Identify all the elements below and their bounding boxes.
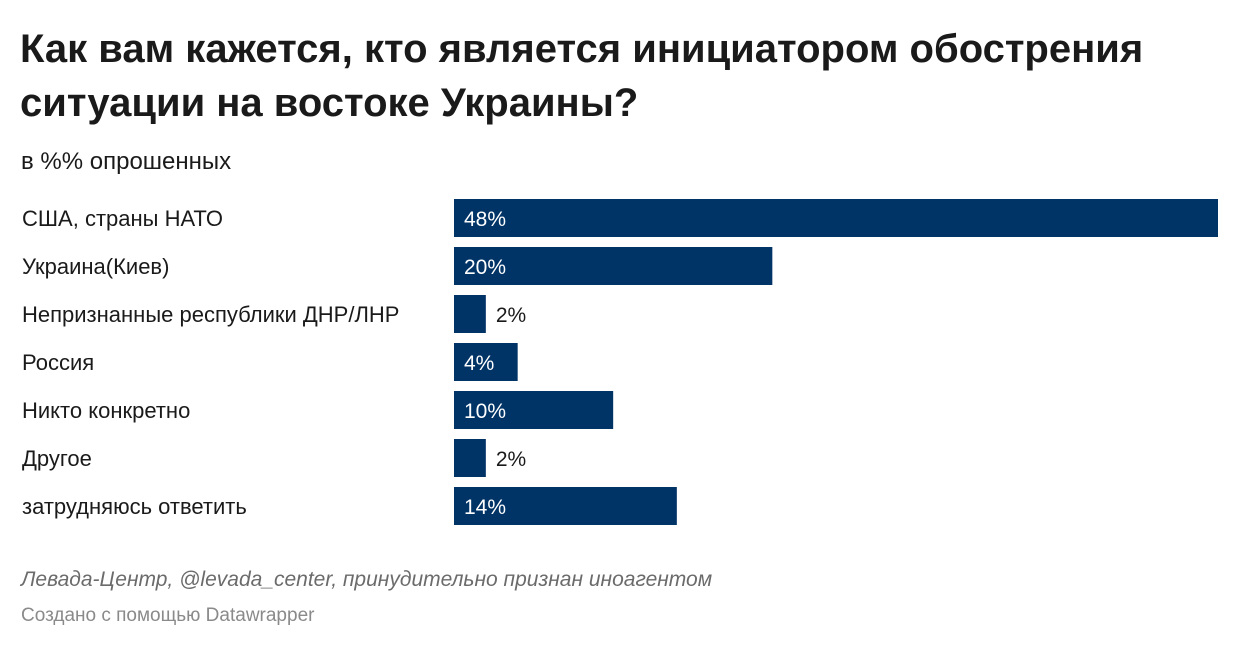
- bar: [454, 343, 518, 381]
- category-label: Непризнанные республики ДНР/ЛНР: [22, 302, 399, 327]
- value-label: 48%: [464, 208, 506, 231]
- bar: [454, 439, 486, 477]
- value-label: 20%: [464, 256, 506, 279]
- category-label: Россия: [22, 350, 94, 375]
- category-label: Никто конкретно: [22, 398, 190, 423]
- bar: [454, 295, 486, 333]
- category-label: Украина(Киев): [22, 254, 169, 279]
- category-label: затрудняюсь ответить: [22, 494, 247, 519]
- value-label: 14%: [464, 496, 506, 519]
- bar: [454, 199, 1218, 237]
- chart-title: Как вам кажется, кто является инициаторо…: [20, 27, 1144, 125]
- value-label: 2%: [496, 304, 526, 327]
- category-label: Другое: [22, 446, 92, 471]
- value-label: 10%: [464, 400, 506, 423]
- bar: [454, 487, 677, 525]
- source-note: Левада-Центр, @levada_center, принудител…: [21, 568, 713, 591]
- bar: [454, 391, 614, 429]
- value-label: 2%: [496, 448, 526, 471]
- bar: [454, 247, 773, 285]
- datawrapper-credit[interactable]: Создано с помощью Datawrapper: [21, 605, 315, 626]
- chart-subtitle: в %% опрошенных: [21, 148, 232, 175]
- value-label: 4%: [464, 352, 494, 375]
- category-label: США, страны НАТО: [22, 206, 223, 231]
